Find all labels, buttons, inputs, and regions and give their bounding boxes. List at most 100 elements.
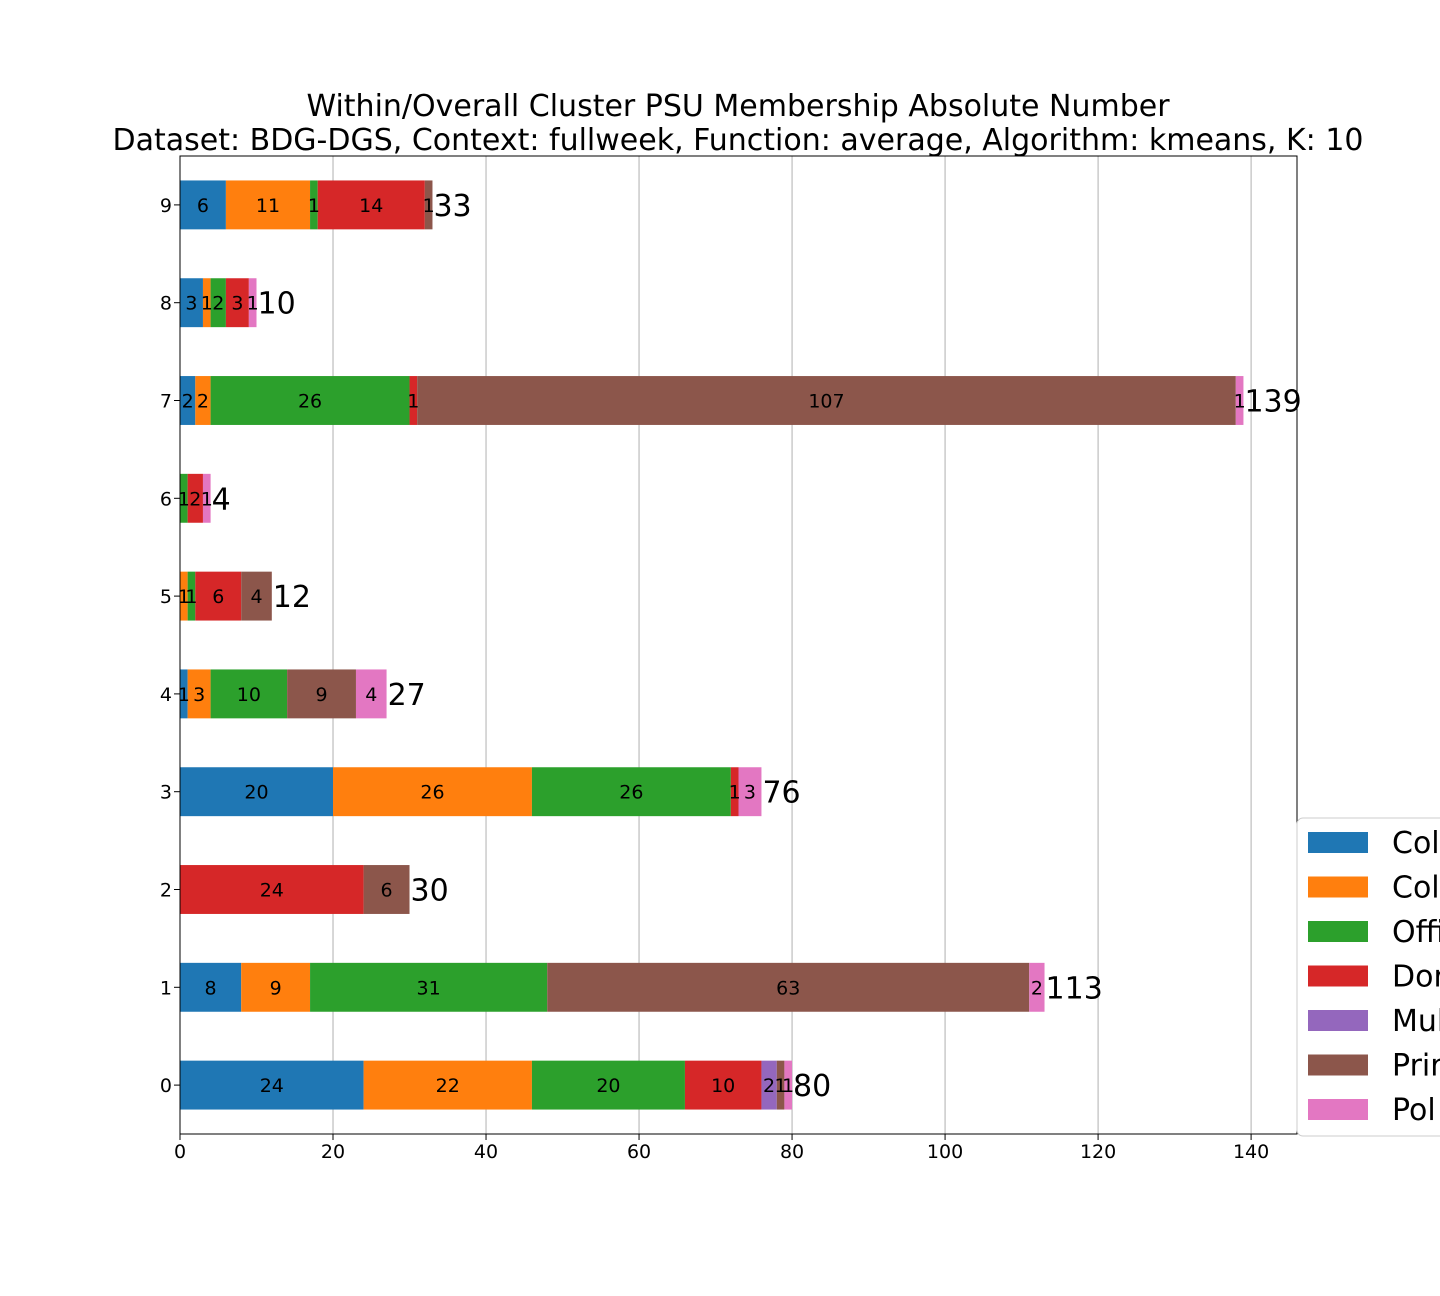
bar-segment [684,1060,762,1110]
bar-total-label: 12 [273,580,311,615]
bar-segment [180,865,364,914]
segment-value-label: 1 [308,195,320,217]
legend-swatch [1308,876,1368,898]
x-tick-label: 120 [1080,1141,1116,1163]
bar-segment [180,278,203,328]
x-tick-label: 60 [627,1141,651,1163]
segment-value-label: 26 [298,391,322,413]
segment-value-label: 1 [782,1075,794,1097]
segment-value-label: 26 [420,782,444,804]
y-tick-label: 4 [160,684,172,706]
x-tick-label: 20 [321,1141,345,1163]
legend-swatch [1308,1054,1368,1076]
bar-segment [417,376,1236,425]
segment-value-label: 1 [423,195,435,217]
bar-segment [287,669,356,719]
segment-value-label: 6 [212,586,224,608]
segment-value-label: 24 [260,1075,284,1097]
segment-value-label: 26 [619,782,643,804]
bar-segment [776,1060,785,1110]
bar-segment [241,571,272,621]
legend-label: Col [1392,826,1440,861]
bar-total-label: 76 [762,776,800,811]
bar-segment [761,1060,777,1110]
bar-segment [363,1060,532,1110]
segment-value-label: 1 [178,684,190,706]
segment-value-label: 3 [231,293,243,315]
bar-segment [202,278,211,328]
segment-value-label: 6 [197,195,209,217]
bar-segment [187,473,203,523]
y-tick-label: 9 [160,195,172,217]
bars [180,180,1244,1110]
bar-segment [409,376,418,425]
bar-segment [225,278,249,328]
segment-value-label: 10 [237,684,261,706]
bar-total-label: 4 [212,482,231,517]
bar-segment [310,962,548,1012]
y-tick-label: 1 [160,977,172,999]
bar-segment [210,278,226,328]
bar-segment [187,669,211,719]
bar-segment [730,767,739,817]
bar-segment [424,180,433,230]
legend-swatch [1308,1010,1368,1031]
y-tick-label: 3 [160,782,172,804]
segment-value-label: 2 [182,391,194,413]
segment-value-label: 1 [178,586,190,608]
y-tick-label: 6 [160,488,172,510]
bar-total-label: 80 [793,1069,831,1104]
segment-value-label: 1 [775,1075,787,1097]
segment-value-label: 3 [744,782,756,804]
segment-value-label: 2 [1031,977,1043,999]
bar-segment [180,376,196,425]
segment-value-label: 8 [205,977,217,999]
segment-value-label: 1 [185,586,197,608]
bar-segment [180,669,188,719]
bar-segment [187,571,196,621]
segment-value-label: 1 [247,293,259,315]
segment-value-label: 2 [197,391,209,413]
x-tick-label: 40 [474,1141,498,1163]
segment-value-label: 1 [729,782,741,804]
bar-total-label: 139 [1244,385,1301,420]
bar-segment [1235,376,1244,425]
segment-value-label: 10 [711,1075,735,1097]
bar-segment [317,180,425,230]
segment-value-label: 107 [808,391,844,413]
bar-segment [531,767,731,817]
segment-value-label: 63 [776,977,800,999]
bar-segment [180,180,226,230]
x-tick-label: 0 [174,1141,186,1163]
segment-value-label: 4 [250,586,262,608]
x-tick-label: 100 [927,1141,963,1163]
legend-swatch [1308,965,1368,987]
bar-segment [180,962,242,1012]
bar-segment [363,865,410,914]
bar-total-label: 30 [411,874,449,909]
bar-segment [202,473,211,523]
bar-segment [195,571,242,621]
bar-total-label: 113 [1046,971,1103,1006]
segment-value-label: 6 [381,880,393,902]
segment-value-label: 9 [315,684,327,706]
y-tick-label: 0 [160,1075,172,1097]
y-tick-label: 8 [160,293,172,315]
y-tick-label: 7 [160,391,172,413]
segment-value-label: 3 [193,684,205,706]
legend-swatch [1308,832,1368,853]
legend-label: Pol [1392,1093,1436,1128]
bar-segment [248,278,257,328]
legend-label: Dor [1392,960,1440,995]
legend-label: Prir [1392,1049,1440,1084]
legend-swatch [1308,921,1368,942]
bar-segment [531,1060,685,1110]
segment-value-label: 9 [270,977,282,999]
bar-segment [310,180,318,230]
bar-segment [180,571,188,621]
segment-value-label: 22 [436,1075,460,1097]
bar-segment [355,669,387,719]
